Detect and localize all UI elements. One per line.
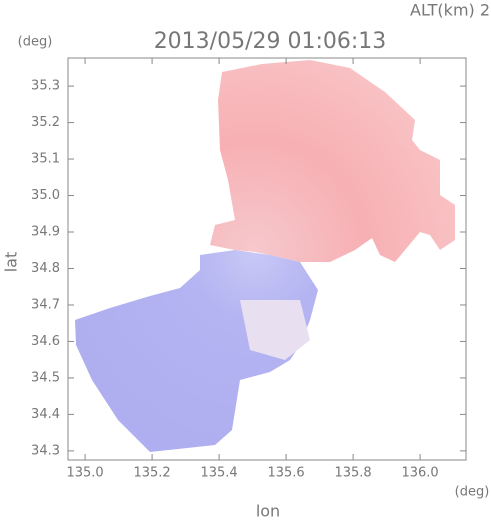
y-unit: (deg) <box>18 35 53 50</box>
x-tick-label: 135.8 <box>334 466 371 481</box>
x-unit: (deg) <box>455 485 490 500</box>
y-tick-label: 35.2 <box>31 115 60 130</box>
x-tick-label: 136.0 <box>401 466 438 481</box>
mixed-velocity-area <box>240 300 310 360</box>
y-tick-label: 34.7 <box>31 297 60 312</box>
y-tick-label: 34.6 <box>31 334 60 349</box>
y-tick-label: 34.8 <box>31 261 60 276</box>
chart-title: 2013/05/29 01:06:13 <box>154 29 387 54</box>
positive-velocity-area <box>210 60 455 262</box>
x-tick-label: 135.4 <box>200 466 237 481</box>
y-tick-label: 34.9 <box>31 225 60 240</box>
radar-field <box>75 60 455 452</box>
x-tick-label: 135.0 <box>66 466 103 481</box>
x-axis-label: lon <box>256 502 280 521</box>
plot-frame <box>67 57 467 461</box>
x-tick-label: 135.6 <box>267 466 304 481</box>
altitude-label: ALT(km) 2.0 <box>410 1 491 20</box>
y-tick-label: 34.4 <box>31 407 60 422</box>
y-axis-label: lat <box>2 252 21 273</box>
y-tick-label: 34.5 <box>31 370 60 385</box>
y-tick-label: 35.0 <box>31 188 60 203</box>
y-tick-label: 34.3 <box>31 443 60 458</box>
y-tick-label: 35.3 <box>31 79 60 94</box>
x-tick-label: 135.2 <box>133 466 170 481</box>
y-tick-label: 35.1 <box>31 152 60 167</box>
